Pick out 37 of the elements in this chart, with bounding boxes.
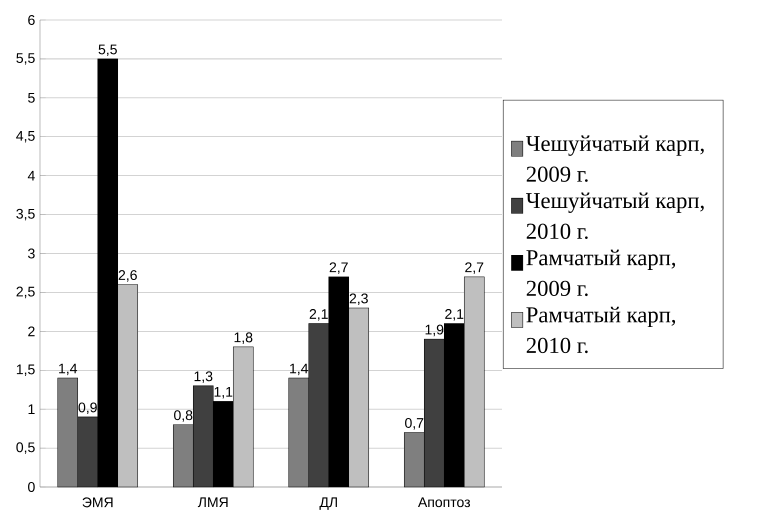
y-tick-label: 4,5 <box>16 131 35 142</box>
data-label: 5,5 <box>98 44 117 56</box>
x-tick-label: Апоптоз <box>418 497 470 508</box>
y-tick-label: 4 <box>28 170 35 180</box>
data-label: 1,4 <box>59 364 78 376</box>
data-label: 1,4 <box>290 364 308 376</box>
data-label: 0,7 <box>405 418 424 430</box>
data-label: 1,8 <box>234 332 252 344</box>
x-tick-label: ДЛ <box>320 497 337 510</box>
x-tick-label: ЭМЯ <box>82 497 113 508</box>
data-label: 2,6 <box>118 270 137 282</box>
data-label: 1,3 <box>194 371 212 383</box>
y-tick-label: 3,5 <box>16 208 35 220</box>
y-tick-label: 2 <box>28 326 35 336</box>
data-label: 1,9 <box>426 324 444 336</box>
y-tick-label: 0,5 <box>16 442 35 454</box>
y-tick-label: 2,5 <box>16 286 35 298</box>
legend-label: Рамчатый карп, 2009 г. <box>526 250 676 296</box>
y-tick-label: 6 <box>28 15 35 25</box>
y-tick-label: 5 <box>28 92 35 103</box>
data-label: 2,3 <box>350 293 368 306</box>
y-tick-label: 5,5 <box>16 53 35 65</box>
y-tick-label: 3 <box>28 248 35 258</box>
y-tick-label: 1 <box>28 404 35 414</box>
data-label: 0,8 <box>174 410 192 422</box>
legend-label: Рамчатый карп, 2010 г. <box>526 306 676 354</box>
data-label: 0,9 <box>78 402 97 414</box>
y-tick-label: 0 <box>28 482 35 492</box>
data-label: 1,1 <box>214 387 232 398</box>
data-label: 2,7 <box>465 262 484 274</box>
data-label: 2,1 <box>310 309 328 321</box>
legend-label: Чешуйчатый карп, 2009 г. <box>526 135 704 182</box>
legend-label: Чешуйчатый карп, 2010 г. <box>526 192 704 240</box>
data-label: 2,1 <box>445 309 464 321</box>
x-tick-label: ЛМЯ <box>198 497 228 508</box>
y-tick-label: 1,5 <box>16 364 35 376</box>
data-label: 2,7 <box>330 262 348 274</box>
